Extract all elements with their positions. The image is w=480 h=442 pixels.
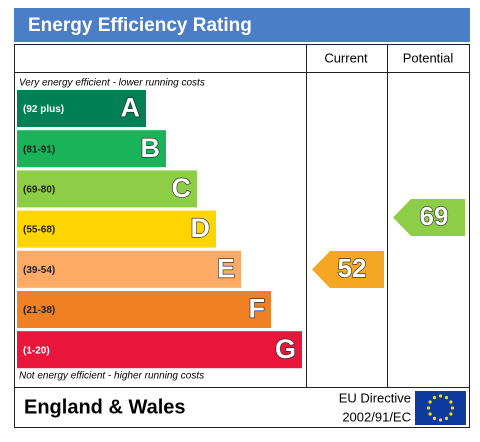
directive: EU Directive (339, 390, 411, 405)
star (428, 412, 432, 416)
band-range: (39-54) (23, 265, 55, 276)
star (426, 406, 431, 410)
band-letter: F (249, 294, 266, 324)
eu-stars (426, 394, 455, 422)
band-letter: D (191, 213, 211, 243)
current-arrow (312, 251, 384, 288)
band-letter: E (217, 253, 235, 283)
band-bar (17, 210, 216, 248)
star (450, 406, 455, 410)
title: Energy Efficiency Rating (28, 15, 252, 36)
band-letter: G (275, 334, 296, 364)
directive: 2002/91/EC (342, 409, 411, 424)
bottom-note: Not energy efficient - higher running co… (19, 371, 204, 382)
star (449, 400, 453, 404)
star (438, 418, 443, 422)
star (449, 412, 453, 416)
star (444, 416, 449, 420)
star (432, 416, 437, 420)
band-bar (17, 291, 271, 328)
band-range: (92 plus) (23, 104, 64, 115)
column-header: Current (324, 50, 368, 65)
band-letter: C (172, 173, 192, 203)
star (438, 394, 443, 398)
star (432, 396, 437, 400)
band-letter: A (121, 93, 141, 123)
band-bar (17, 90, 146, 127)
title-bar (14, 8, 470, 42)
band-range: (81-91) (23, 144, 55, 155)
region: England & Wales (24, 396, 186, 418)
band-letter: B (141, 133, 161, 163)
current-value: 52 (338, 253, 367, 283)
band-bar (17, 170, 197, 208)
band-range: (1-20) (23, 345, 50, 356)
potential-value: 69 (420, 201, 449, 231)
band-range: (55-68) (23, 225, 55, 236)
star (444, 396, 449, 400)
band-bar (17, 130, 166, 168)
frame (14, 44, 470, 428)
potential-arrow (393, 199, 465, 236)
top-note: Very energy efficient - lower running co… (19, 78, 205, 89)
column-header: Potential (403, 50, 454, 65)
star (428, 400, 432, 404)
band-bar (17, 250, 241, 288)
band-range: (69-80) (23, 185, 55, 196)
band-bar (17, 331, 302, 369)
band-range: (21-38) (23, 305, 55, 316)
